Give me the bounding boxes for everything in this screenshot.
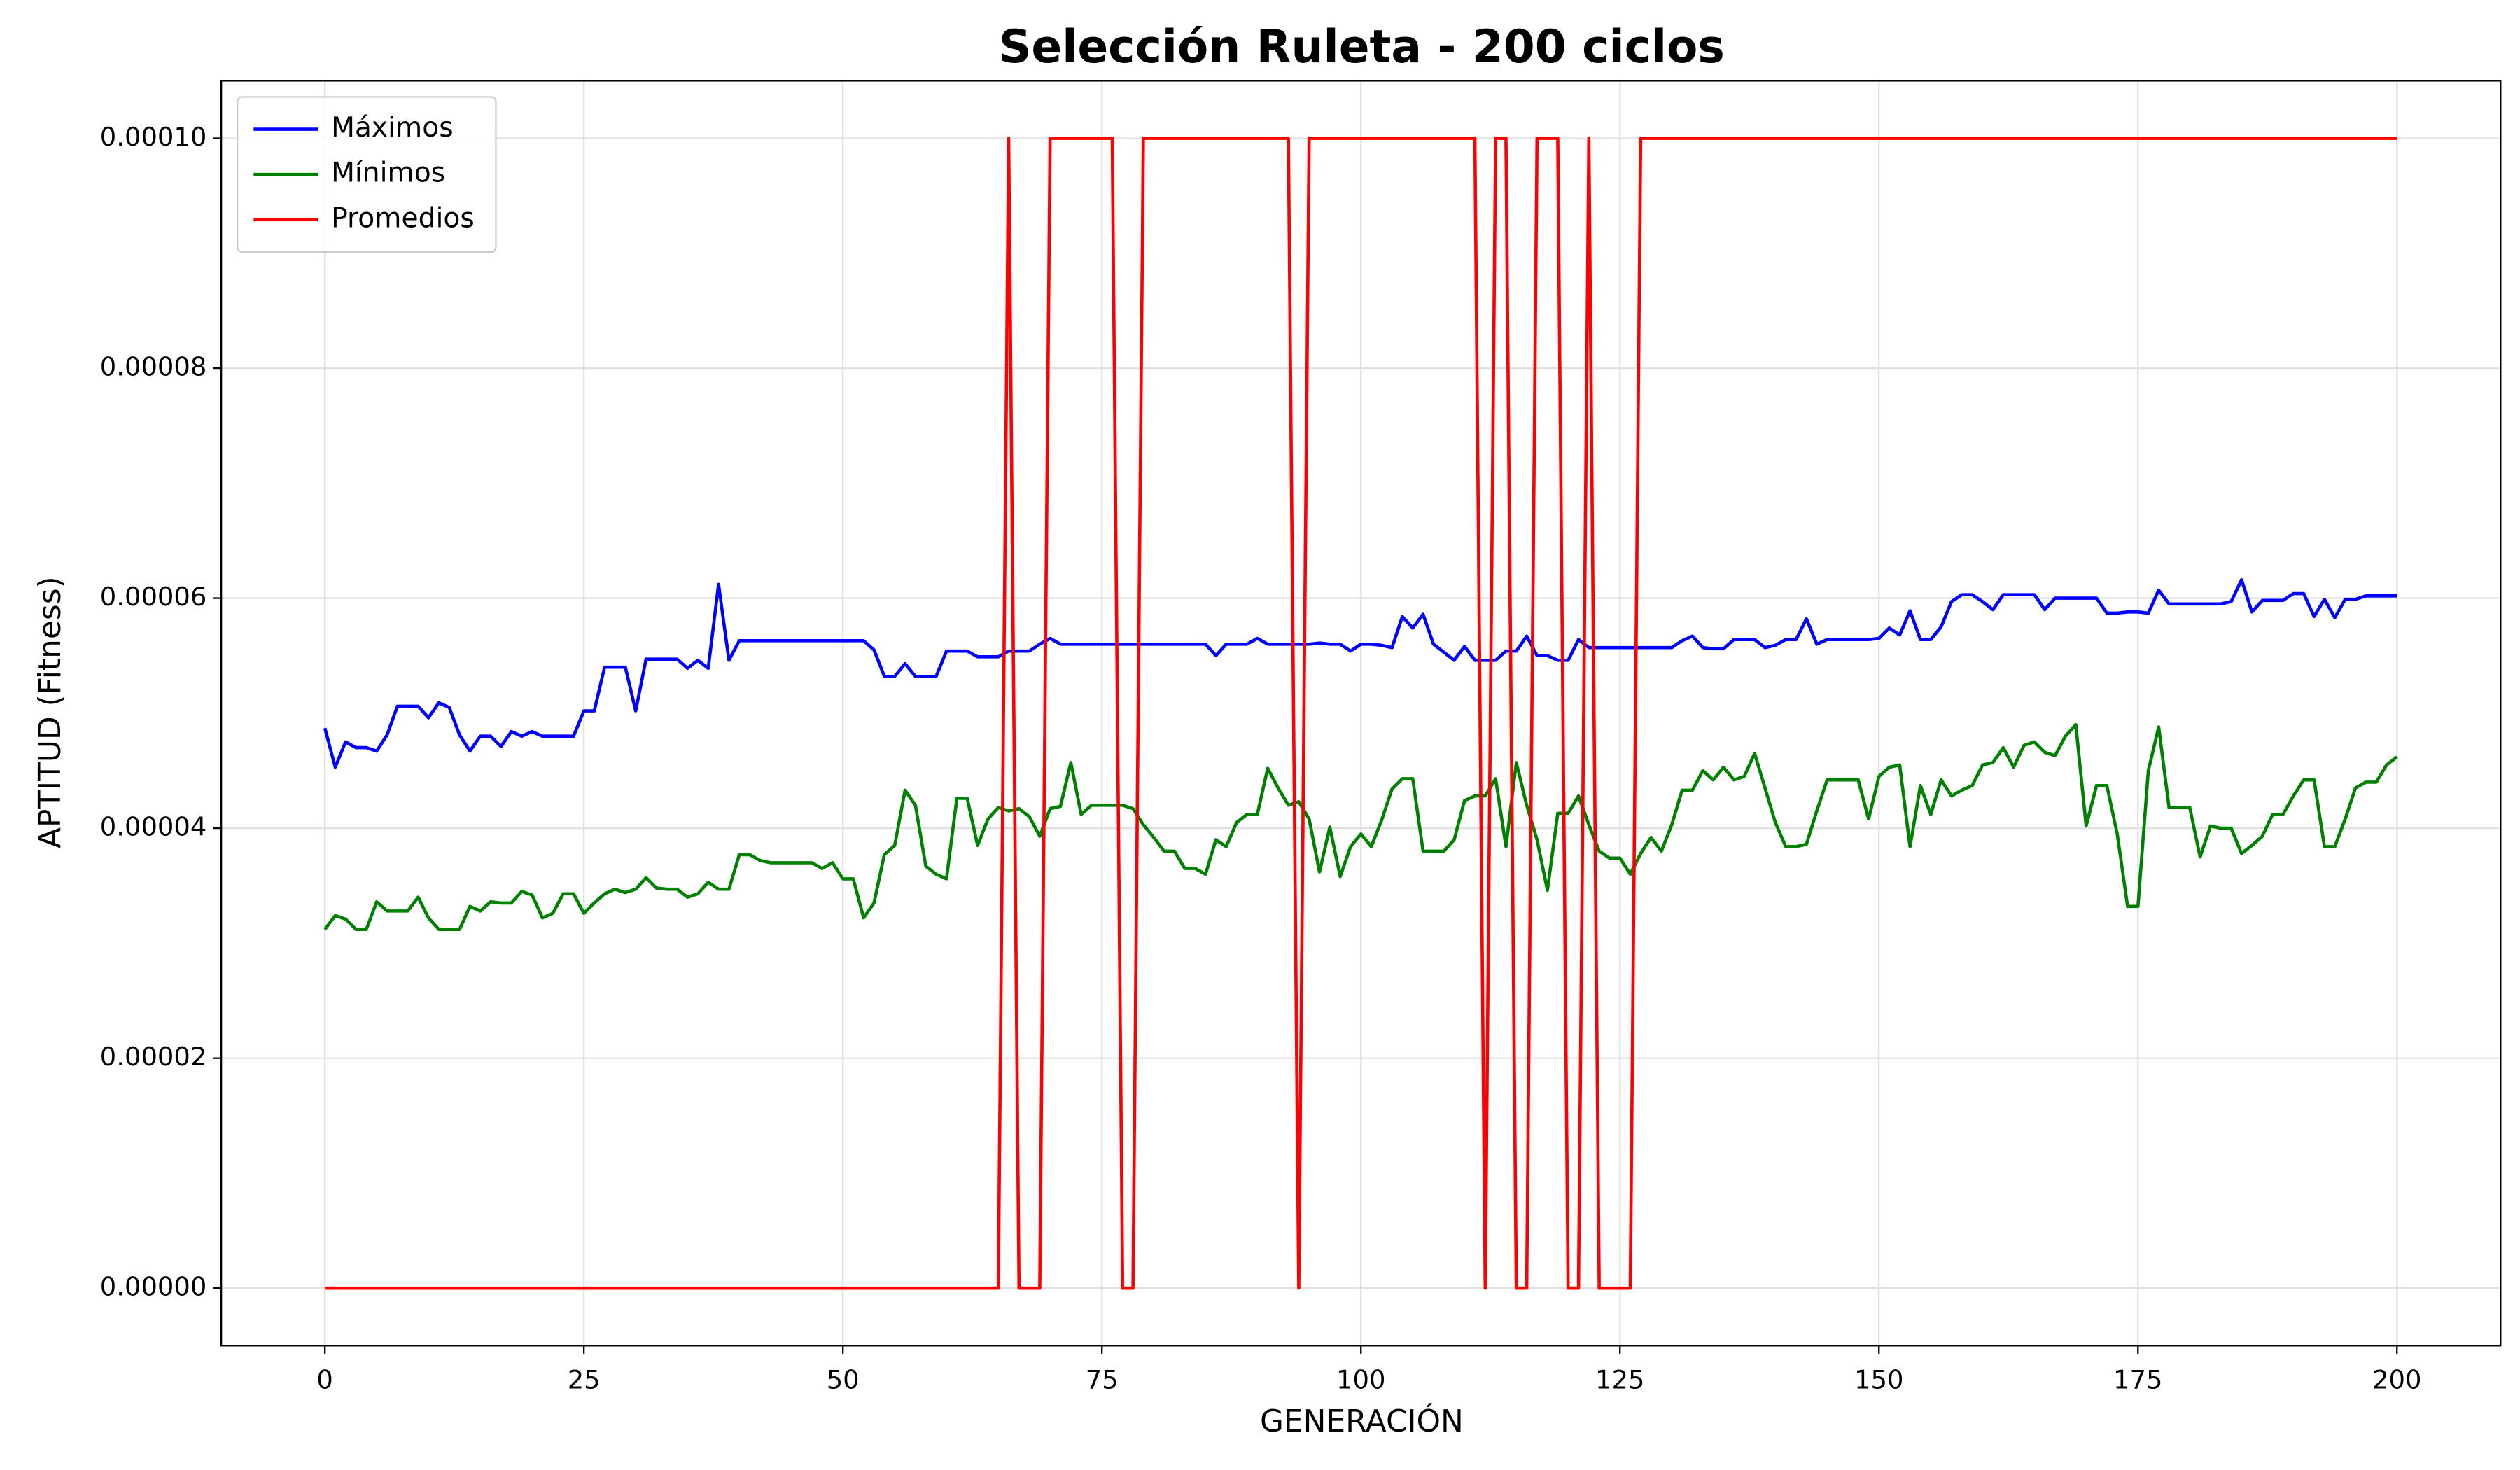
series-line xyxy=(323,722,2398,931)
x-tick-label: 75 xyxy=(1086,1365,1119,1395)
legend-label: Promedios xyxy=(331,202,475,234)
y-tick-label: 0.00010 xyxy=(100,122,207,152)
plot-lines xyxy=(323,136,2398,1290)
ticks: 0 25 50 75 100 125 150 175 200 0.00000 0.00002 0.00… xyxy=(100,122,2422,1395)
y-tick-label: 0.00008 xyxy=(100,352,207,382)
y-axis-label: APTITUD (Fitness) xyxy=(32,576,68,848)
y-tick-label: 0.00006 xyxy=(100,582,207,612)
y-tick-label: 0.00000 xyxy=(100,1272,207,1302)
x-tick-label: 175 xyxy=(2113,1365,2162,1395)
legend: Máximos Mínimos Promedios xyxy=(237,96,497,253)
series-line xyxy=(323,578,2398,769)
legend-label: Mínimos xyxy=(331,158,445,189)
chart-title: Selección Ruleta - 200 ciclos xyxy=(999,21,1725,74)
x-tick-label: 150 xyxy=(1854,1365,1903,1395)
legend-label: Máximos xyxy=(331,112,454,144)
x-tick-label: 0 xyxy=(316,1365,332,1395)
x-tick-label: 200 xyxy=(2372,1365,2421,1395)
x-tick-label: 50 xyxy=(827,1365,860,1395)
x-tick-label: 125 xyxy=(1595,1365,1644,1395)
y-tick-label: 0.00002 xyxy=(100,1042,207,1072)
x-tick-label: 100 xyxy=(1336,1365,1385,1395)
legend-box xyxy=(237,96,497,253)
x-tick-label: 25 xyxy=(568,1365,601,1395)
grid xyxy=(221,80,2501,1346)
series-line xyxy=(325,136,2398,1290)
y-tick-label: 0.00004 xyxy=(100,812,207,842)
x-axis-label: GENERACIÓN xyxy=(1260,1402,1464,1439)
